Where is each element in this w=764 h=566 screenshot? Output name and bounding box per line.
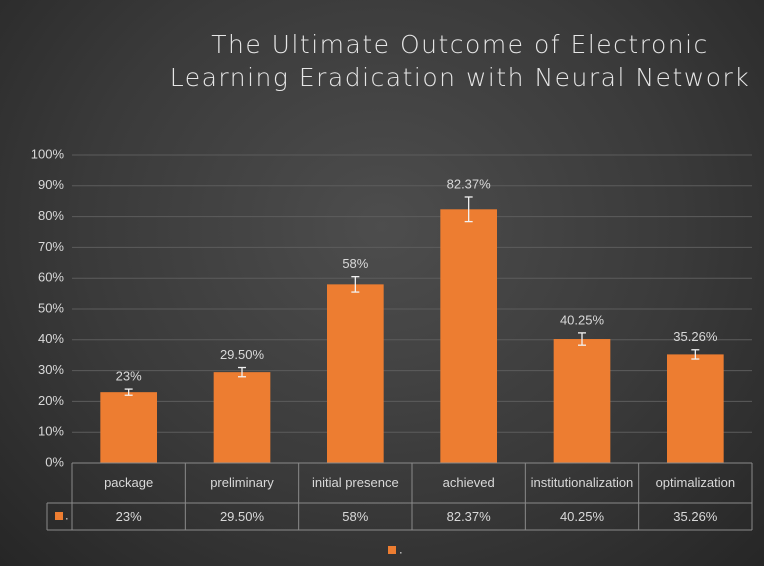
legend-key bbox=[388, 546, 396, 554]
y-tick-label: 0% bbox=[45, 454, 64, 469]
table-series-name: . bbox=[65, 507, 69, 522]
bar bbox=[327, 284, 384, 463]
y-tick-label: 20% bbox=[38, 393, 64, 408]
y-tick-label: 50% bbox=[38, 300, 64, 315]
error-bar bbox=[691, 349, 700, 360]
legend-key bbox=[55, 512, 63, 520]
x-tick-label: achieved bbox=[442, 475, 495, 490]
error-bar bbox=[578, 332, 586, 346]
y-tick-label: 90% bbox=[38, 177, 64, 192]
data-label: 29.50% bbox=[220, 347, 265, 362]
data-label: 40.25% bbox=[560, 312, 605, 327]
table-value: 58% bbox=[342, 508, 369, 524]
table-value: 82.37% bbox=[446, 508, 491, 524]
table-value: 23% bbox=[115, 508, 142, 524]
bar bbox=[100, 392, 157, 463]
error-bar bbox=[464, 196, 473, 223]
legend-label: . bbox=[399, 541, 403, 556]
bar bbox=[440, 209, 497, 463]
x-tick-label: initial presence bbox=[311, 475, 399, 490]
data-label: 35.26% bbox=[673, 329, 718, 344]
y-tick-label: 10% bbox=[38, 424, 64, 439]
data-label: 58% bbox=[342, 256, 368, 271]
bar bbox=[553, 339, 611, 463]
y-tick-label: 60% bbox=[38, 270, 64, 285]
table-value: 29.50% bbox=[219, 508, 265, 524]
x-tick-label: preliminary bbox=[210, 475, 274, 490]
y-tick-label: 80% bbox=[38, 208, 64, 223]
bar bbox=[213, 372, 271, 463]
x-tick-label: package bbox=[104, 475, 154, 490]
x-tick-label: institutionalization bbox=[530, 475, 634, 490]
x-tick-label: optimalization bbox=[655, 475, 736, 490]
error-bar bbox=[238, 366, 246, 378]
y-tick-label: 70% bbox=[38, 239, 64, 254]
y-tick-label: 100% bbox=[31, 146, 65, 161]
error-bar bbox=[351, 276, 360, 293]
y-tick-label: 30% bbox=[38, 362, 64, 377]
table-value: 35.26% bbox=[673, 508, 718, 524]
bar bbox=[667, 354, 724, 463]
data-label: 23% bbox=[116, 369, 142, 384]
y-tick-label: 40% bbox=[38, 331, 64, 346]
error-bar bbox=[124, 388, 133, 396]
chart-title: The Ultimate Outcome of Electronic Learn… bbox=[169, 30, 751, 92]
data-label: 82.37% bbox=[447, 176, 492, 191]
table-value: 40.25% bbox=[559, 508, 605, 524]
